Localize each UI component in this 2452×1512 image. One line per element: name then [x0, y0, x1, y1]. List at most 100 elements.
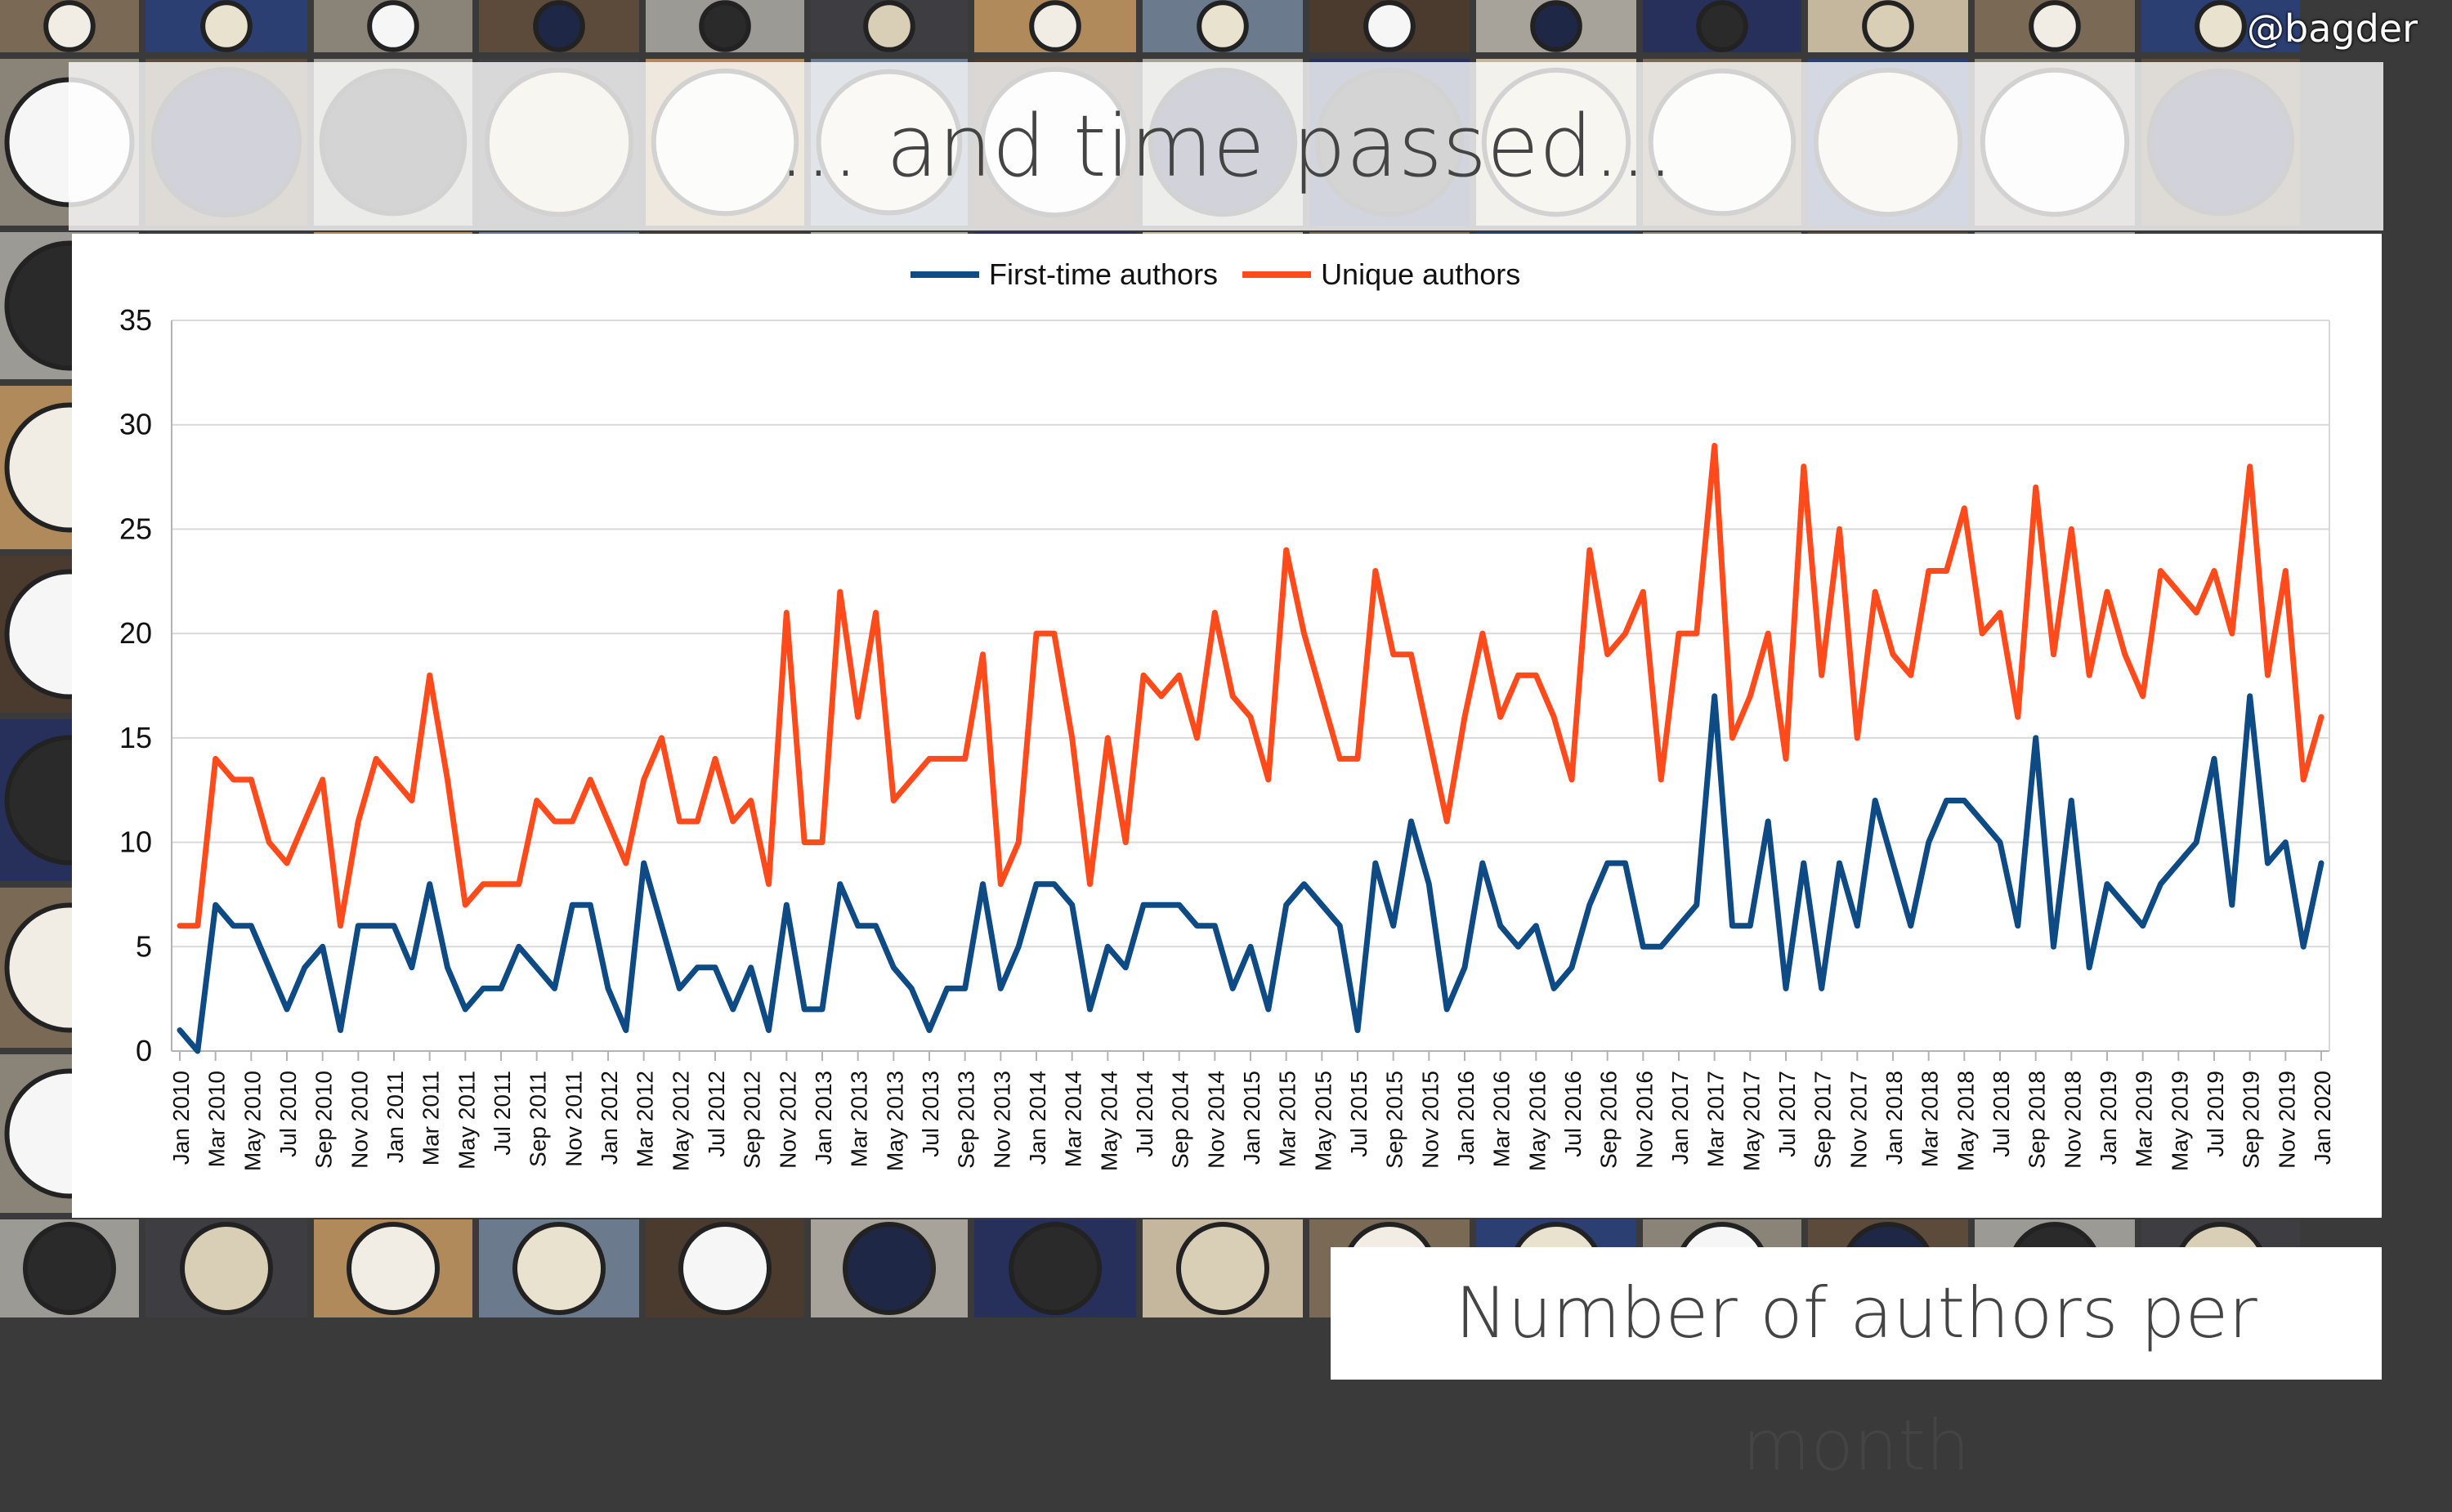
x-tick-label: May 2015	[1310, 1071, 1336, 1171]
x-tick-label: Mar 2010	[204, 1071, 230, 1167]
x-tick-label: Mar 2012	[633, 1071, 658, 1167]
x-tick-label: Nov 2014	[1203, 1071, 1228, 1169]
clock-tile	[0, 0, 139, 52]
legend-label-first-time-authors: First-time authors	[989, 257, 1218, 291]
x-tick-label: Sep 2012	[740, 1071, 765, 1169]
x-tick-label: Sep 2017	[1810, 1071, 1836, 1169]
x-tick-label: May 2012	[668, 1071, 693, 1171]
x-tick-label: Jul 2013	[918, 1071, 943, 1157]
series-line-unique-authors	[177, 442, 2324, 929]
clock-tile	[1808, 0, 1968, 52]
clock-tile	[1476, 0, 1636, 52]
series-line-first-time-authors	[177, 693, 2324, 1054]
x-tick-label: Nov 2018	[2060, 1071, 2085, 1169]
clock-tile	[314, 1219, 472, 1317]
x-tick-label: Jul 2017	[1774, 1071, 1800, 1157]
x-tick-label: Nov 2013	[989, 1071, 1014, 1169]
x-tick-label: Jan 2017	[1667, 1071, 1693, 1165]
y-tick-label: 0	[136, 1034, 152, 1067]
x-tick-label: Sep 2010	[311, 1071, 337, 1169]
grid	[172, 320, 2329, 1052]
x-tick-label: Mar 2011	[418, 1071, 444, 1165]
x-tick-label: Mar 2013	[847, 1071, 872, 1167]
x-tick-label: Sep 2018	[2025, 1071, 2050, 1169]
x-tick-label: Jul 2018	[1989, 1071, 2014, 1157]
x-tick-label: May 2011	[454, 1071, 479, 1170]
y-tick-label: 30	[119, 408, 152, 441]
x-tick-label: Jan 2014	[1025, 1071, 1050, 1165]
x-tick-label: Jan 2010	[168, 1071, 194, 1165]
x-tick-label: Mar 2015	[1275, 1071, 1300, 1167]
clock-tile	[1143, 0, 1303, 52]
clock-tile	[811, 1219, 968, 1317]
x-tick-label: Mar 2016	[1489, 1071, 1515, 1167]
x-tick-label: Jul 2015	[1346, 1071, 1371, 1157]
clock-tile	[479, 0, 639, 52]
clock-tile	[1975, 0, 2135, 52]
x-tick-label: Mar 2019	[2132, 1071, 2157, 1167]
y-tick-label: 10	[119, 825, 152, 859]
slide-title: ... and time passed...	[777, 96, 1675, 196]
y-tick-label: 20	[119, 616, 152, 650]
x-tick-label: May 2018	[1953, 1071, 1978, 1171]
y-tick-label: 35	[119, 303, 152, 337]
x-tick-label: Jan 2018	[1882, 1071, 1907, 1165]
clock-tile	[1309, 0, 1470, 52]
x-tick-label: Jan 2015	[1239, 1071, 1264, 1165]
x-tick-label: Nov 2019	[2274, 1071, 2299, 1169]
x-tick-label: Jul 2014	[1132, 1071, 1157, 1157]
clock-tile	[974, 0, 1136, 52]
x-tick-label: Jul 2010	[275, 1071, 301, 1157]
x-tick-label: May 2014	[1096, 1071, 1121, 1171]
chart-caption: Number of authors per month	[1455, 1273, 2257, 1487]
x-tick-label: Nov 2010	[347, 1071, 372, 1169]
clock-tile	[145, 0, 307, 52]
author-handle: @bagder	[2247, 7, 2418, 51]
clock-tile	[974, 1219, 1136, 1317]
x-tick-label: Nov 2016	[1631, 1071, 1657, 1169]
x-tick-label: Sep 2011	[526, 1071, 551, 1167]
y-tick-label: 15	[119, 721, 152, 754]
x-tick-label: Jul 2019	[2203, 1071, 2228, 1157]
clock-tile	[2141, 0, 2300, 52]
y-tick-label: 25	[119, 512, 152, 545]
x-tick-label: Jan 2013	[811, 1071, 836, 1165]
legend-label-unique-authors: Unique authors	[1321, 257, 1520, 291]
caption-box: Number of authors per month	[1331, 1247, 2382, 1487]
y-tick-label: 5	[136, 929, 152, 963]
clock-tile	[811, 0, 968, 52]
x-tick-label: Jul 2011	[490, 1071, 515, 1156]
x-tick-label: Jan 2019	[2096, 1071, 2121, 1165]
x-tick-label: Jan 2011	[383, 1071, 408, 1163]
x-tick-label: Jul 2016	[1560, 1071, 1586, 1157]
x-tick-label: May 2013	[882, 1071, 907, 1171]
x-tick-label: Mar 2017	[1703, 1071, 1729, 1167]
x-tick-label: Nov 2012	[775, 1071, 800, 1169]
clock-tile	[479, 1219, 639, 1317]
legend: First-time authors Unique authors	[911, 257, 1520, 291]
clock-tile	[1143, 1219, 1303, 1317]
x-tick-label: Sep 2019	[2239, 1071, 2264, 1169]
clock-tile	[145, 1219, 307, 1317]
x-tick-label: Nov 2017	[1846, 1071, 1871, 1169]
x-tick-label: Jan 2012	[597, 1071, 622, 1165]
x-tick-label: Jan 2020	[2310, 1071, 2335, 1165]
x-tick-label: Sep 2014	[1168, 1071, 1193, 1169]
x-tick-label: Mar 2014	[1061, 1071, 1086, 1167]
x-tick-label: Mar 2018	[1917, 1071, 1943, 1167]
clock-tile	[1643, 0, 1801, 52]
clock-tile	[646, 1219, 804, 1317]
x-tick-label: Sep 2015	[1382, 1071, 1407, 1169]
clock-tile	[314, 0, 472, 52]
x-tick-label: May 2016	[1524, 1071, 1550, 1171]
x-tick-label: Jan 2016	[1453, 1071, 1479, 1165]
chart-panel: 0 5 10 15 20 25 30 35 Jan 2010 Mar 2010 May 2010 Ju…	[72, 234, 2382, 1218]
clock-tile	[0, 1219, 139, 1317]
x-tick-label: May 2017	[1738, 1071, 1764, 1171]
clock-tile	[646, 0, 804, 52]
x-tick-label: Sep 2016	[1596, 1071, 1622, 1169]
x-tick-label: Jul 2012	[704, 1071, 729, 1157]
x-tick-label: May 2019	[2167, 1071, 2192, 1171]
line-chart: 0 5 10 15 20 25 30 35 Jan 2010 Mar 2010 May 2010 Ju…	[119, 257, 2335, 1171]
x-tick-label: May 2010	[239, 1071, 265, 1171]
